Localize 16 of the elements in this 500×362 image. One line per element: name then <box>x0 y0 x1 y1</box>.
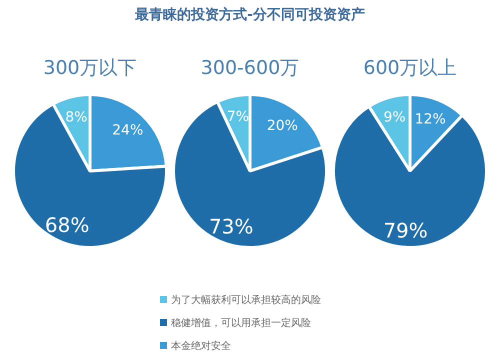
data-label: 12% <box>414 111 446 128</box>
text: 最青睐的投资方式-分不同可投资资产 <box>134 6 366 24</box>
data-label: 9% <box>384 110 406 126</box>
data-label: 68% <box>44 212 90 237</box>
chart-title: 600万以上 <box>362 56 458 81</box>
data-label: 24% <box>112 122 144 138</box>
data-label: 7% <box>226 108 250 125</box>
chart-title: 300-600万 <box>200 56 300 81</box>
data-label: 20% <box>266 118 298 134</box>
legend-label: 为了大幅获利可以承担较高的风险 <box>171 294 321 306</box>
chart-title: 300万以下 <box>42 56 138 81</box>
legend-label: 本金绝对安全 <box>171 340 231 352</box>
data-label: 8% <box>65 109 88 126</box>
data-label: 79% <box>383 218 428 242</box>
data-label: 73% <box>208 214 254 239</box>
legend-label: 稳健增值，可以用承担一定风险 <box>171 316 311 330</box>
